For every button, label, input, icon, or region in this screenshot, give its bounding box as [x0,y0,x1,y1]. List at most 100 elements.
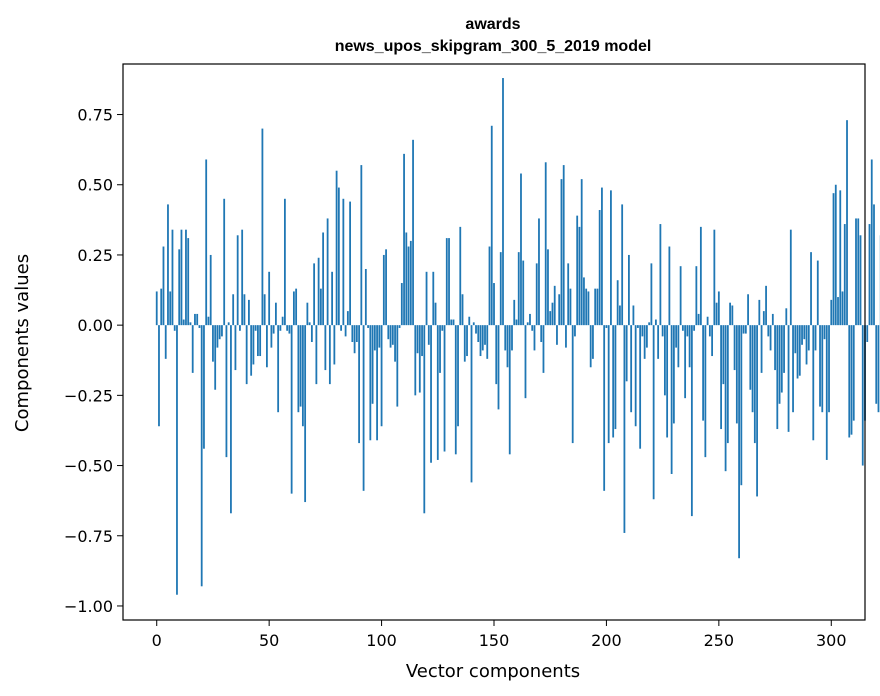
bar [798,325,801,376]
bar [158,325,160,427]
bar [549,311,552,326]
bar [164,325,167,359]
bar [648,322,651,326]
bar [544,162,547,326]
bar [740,325,743,486]
bar [778,325,781,404]
bar [445,238,448,326]
bar [643,325,646,359]
bar [526,322,529,326]
bar [493,283,495,326]
bar [380,325,383,427]
bar [385,249,387,326]
bar [227,322,230,326]
bar [225,325,228,458]
bar [659,224,662,326]
bar [216,325,219,348]
bar [657,325,660,359]
bar [735,325,738,424]
bar [726,325,729,444]
bar [317,257,320,326]
bar [852,325,855,421]
bar [645,325,648,348]
x-tick-label: 100 [366,631,397,650]
bar [432,271,435,326]
bar [382,254,385,326]
bar [355,325,358,342]
bar [855,218,857,326]
bar [616,280,619,326]
bar [281,316,284,326]
bar [297,325,300,413]
bar [194,313,196,326]
bar [373,325,376,351]
bar [400,283,403,326]
bar [857,218,860,326]
bar [448,238,450,326]
bar [207,316,210,326]
bar [765,285,767,326]
bar [369,325,372,441]
bar [497,325,500,410]
bar [603,325,606,491]
bar [663,325,666,396]
bar [562,165,565,326]
bar [362,325,365,491]
bar [612,325,615,438]
bar [292,291,295,326]
bar [776,325,779,430]
bar [729,302,731,326]
bar [333,325,336,365]
bar [520,173,522,326]
bar [742,325,745,334]
bar [738,325,740,559]
bar [796,325,799,379]
bar [846,120,848,326]
y-tick-label: 0.25 [77,246,113,265]
bar [367,325,369,328]
bar [454,325,457,455]
bar [198,325,201,328]
bar [308,322,311,326]
bar [205,159,208,326]
bar [203,325,205,449]
bar [310,325,313,342]
bar [162,246,165,326]
bar [301,325,304,427]
bar [499,252,502,326]
bar [711,325,714,357]
bar [632,305,635,326]
bar [538,218,540,326]
bar [335,170,338,326]
bar [535,263,538,326]
bar [457,325,459,427]
bar [637,325,639,328]
bar [241,229,244,326]
bar [652,325,655,500]
bar [767,325,770,337]
bar [578,226,581,326]
bar [580,179,583,326]
bar [234,325,237,371]
bar [477,325,480,342]
bar [261,128,264,326]
bar [295,288,298,326]
bar [531,325,534,331]
bar [614,325,617,430]
bar [315,325,318,385]
bar [221,325,223,337]
bar [279,325,282,331]
bar [176,325,178,595]
bar [344,325,347,337]
bar [326,218,329,326]
bar [290,325,293,494]
bar [825,325,828,460]
y-tick-label: −0.25 [64,386,113,405]
bar [722,325,725,385]
bar [495,325,498,385]
bar [504,325,507,351]
y-axis: −1.00 −0.75 −0.50 −0.25 0.00 0.25 0.50 0.75 [64,106,123,616]
bar [625,325,628,382]
bar [834,184,837,326]
bar [200,325,203,587]
